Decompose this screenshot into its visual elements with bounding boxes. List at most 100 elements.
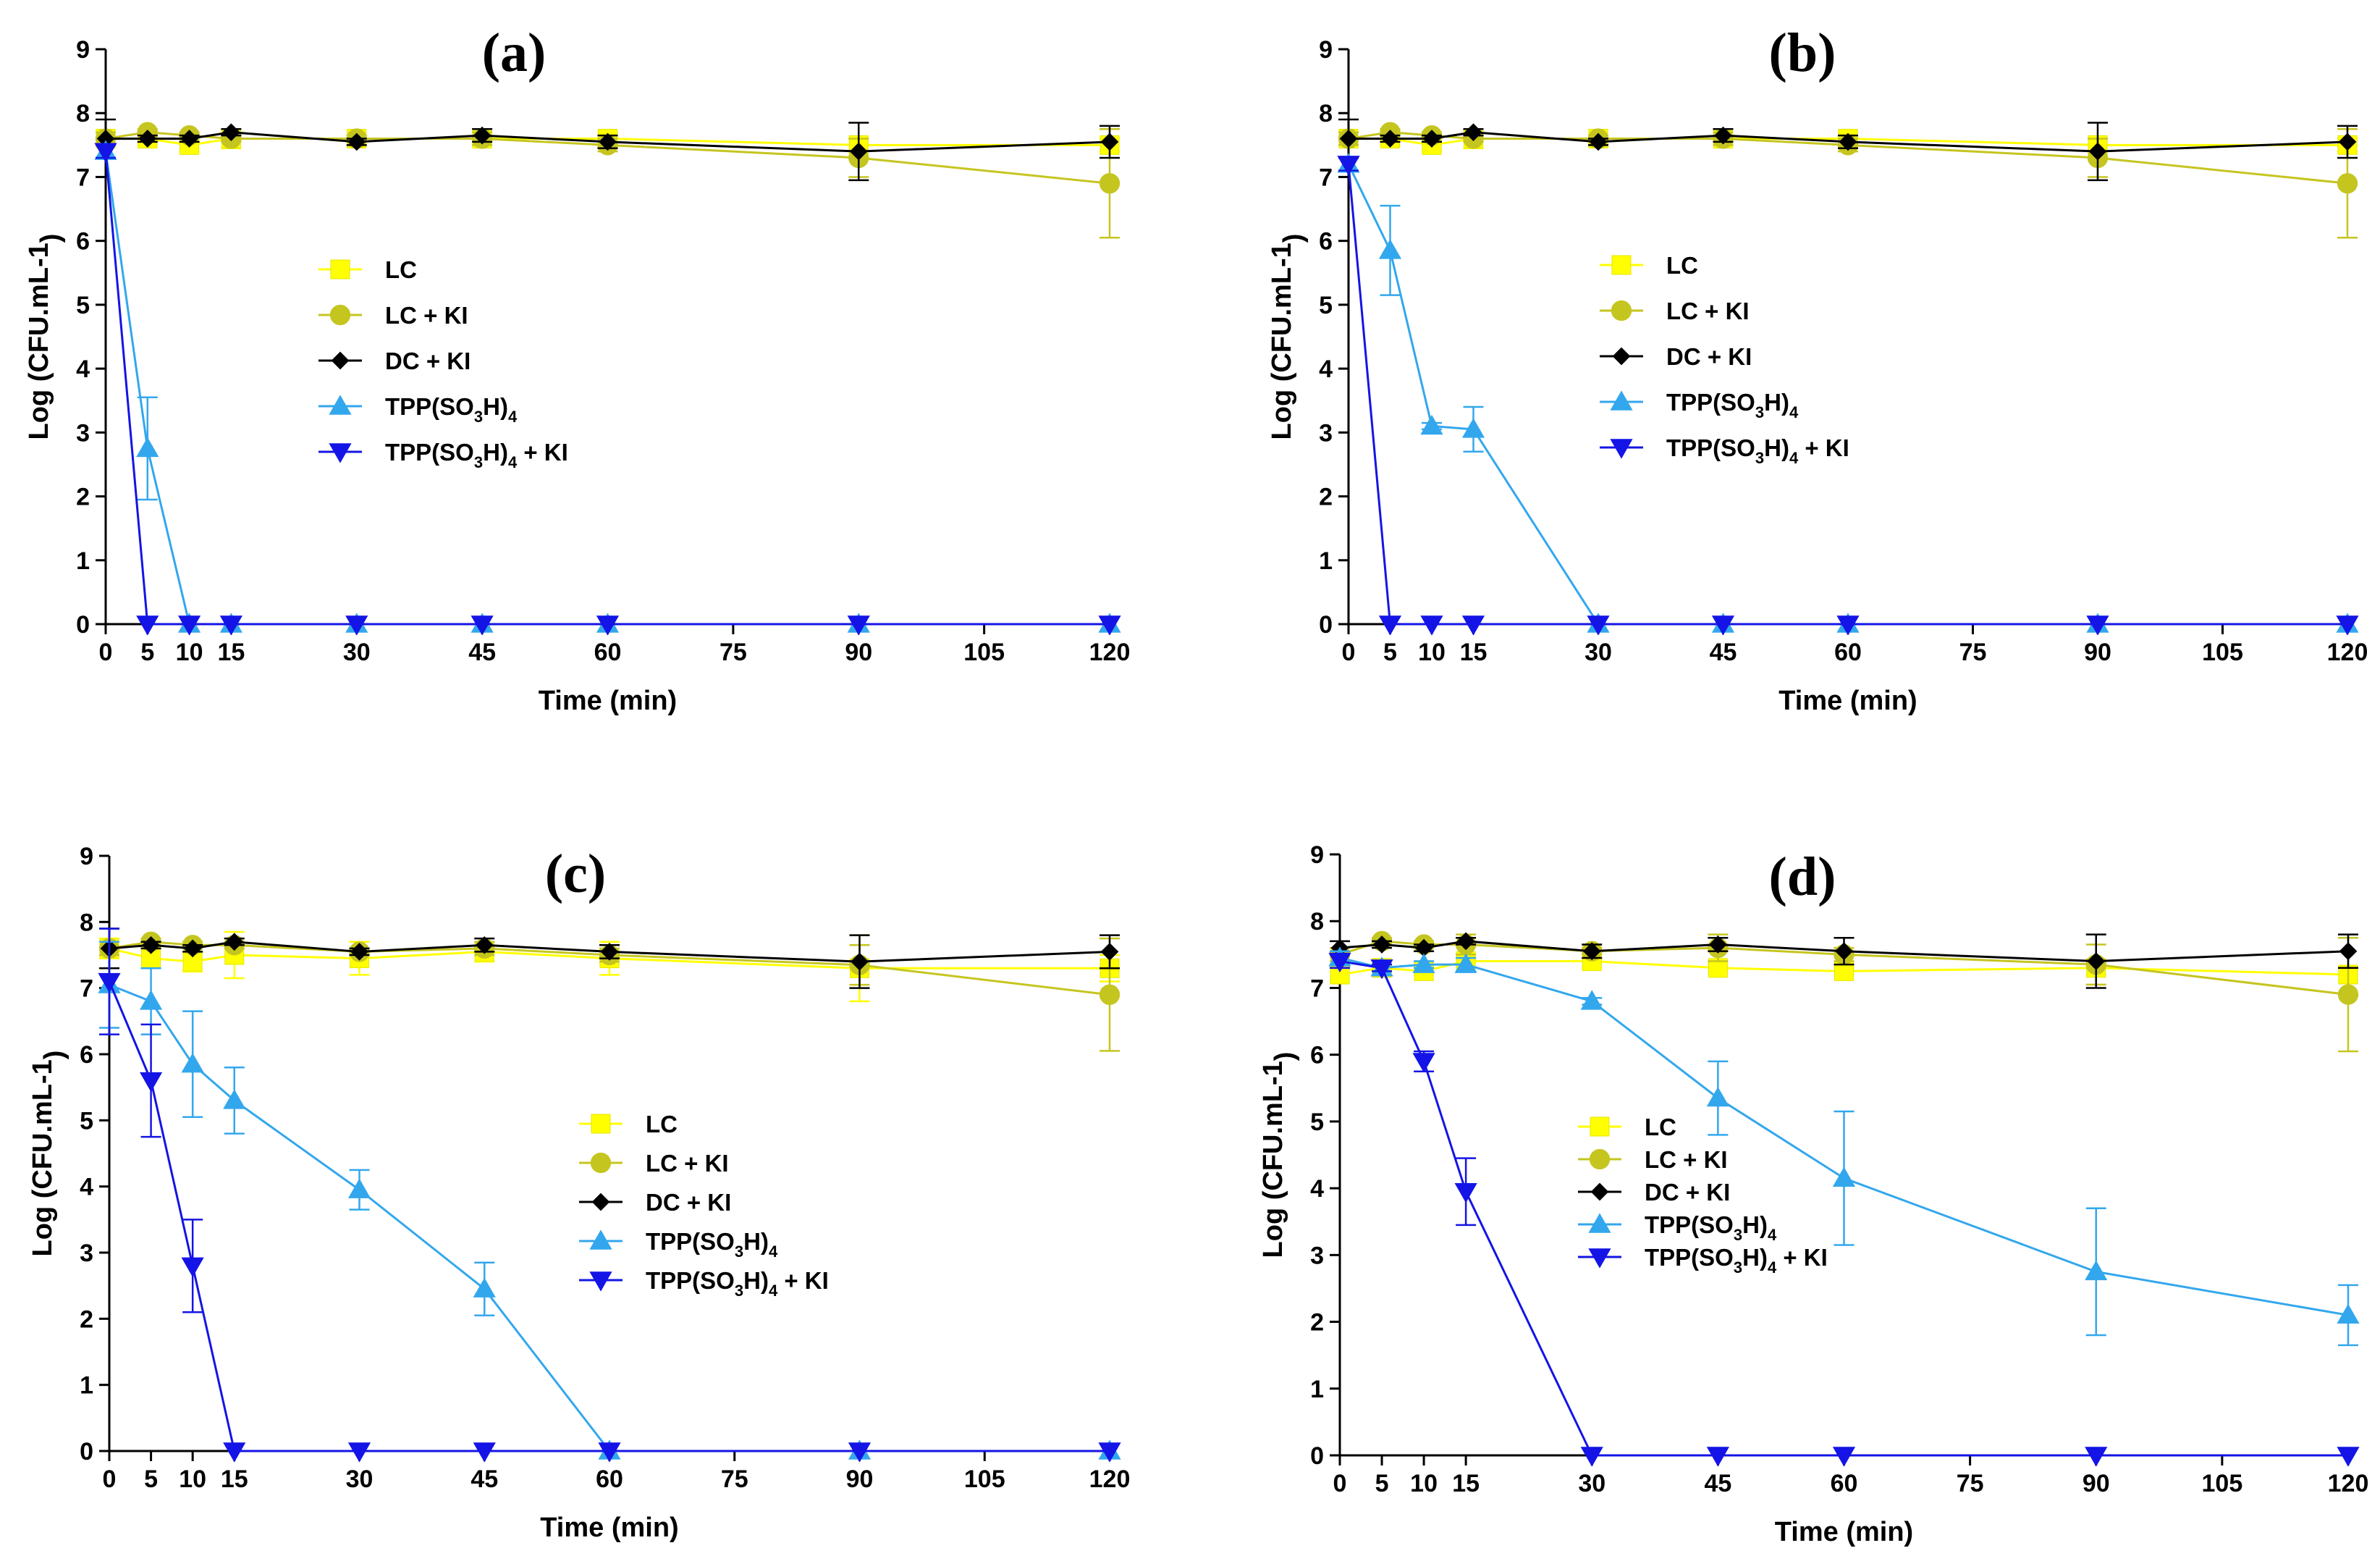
data-point — [138, 130, 157, 148]
data-point — [139, 990, 163, 1010]
series-line — [108, 980, 1110, 1452]
y-tick-label: 5 — [76, 292, 90, 319]
legend-marker — [329, 443, 352, 463]
data-point — [1100, 943, 1119, 961]
legend-marker — [1611, 255, 1632, 275]
data-point — [1372, 935, 1391, 954]
data-point — [847, 615, 870, 636]
x-tick-label: 75 — [1957, 1470, 1984, 1497]
x-tick-label: 5 — [144, 1465, 158, 1493]
x-tick-label: 90 — [846, 1465, 874, 1493]
x-tick-label: 75 — [721, 1465, 748, 1493]
data-point — [180, 130, 198, 148]
data-point — [1709, 935, 1727, 954]
y-tick-label: 7 — [1319, 164, 1333, 191]
data-point — [1711, 615, 1735, 636]
y-tick-label: 8 — [1310, 908, 1324, 935]
data-point — [2337, 173, 2358, 194]
data-point — [1412, 953, 1435, 973]
data-point — [2337, 1303, 2360, 1324]
series-line — [104, 151, 1110, 626]
legend-label: LC — [646, 1111, 678, 1137]
x-tick-label: 5 — [140, 639, 154, 666]
data-point — [1412, 1053, 1435, 1073]
x-tick-label: 10 — [179, 1465, 206, 1493]
y-tick-label: 8 — [1319, 100, 1333, 127]
data-point — [223, 1442, 246, 1463]
y-tick-label: 4 — [80, 1174, 93, 1201]
data-point — [222, 123, 240, 142]
data-point — [1706, 1447, 1729, 1467]
y-tick-label: 3 — [76, 419, 90, 447]
y-tick-label: 8 — [80, 909, 93, 936]
y-tick-label: 9 — [1310, 841, 1324, 869]
data-point — [142, 935, 160, 954]
chart-panel-a: 0 1 2 3 4 5 6 7 8 9 0 5 10 15 30 45 60 75 90 105 120 Time (mi… — [0, 0, 1187, 768]
data-point — [139, 1072, 163, 1093]
data-point — [1337, 156, 1360, 176]
x-tick-label: 120 — [1089, 639, 1131, 666]
x-tick-label: 90 — [845, 639, 872, 666]
legend-label: TPP(SO3H)4 — [646, 1228, 778, 1261]
data-point — [470, 615, 494, 636]
data-point — [851, 952, 869, 971]
x-tick-label: 15 — [1460, 639, 1488, 666]
legend-label: DC + KI — [385, 348, 470, 374]
legend-marker — [589, 1271, 612, 1292]
legend-label: DC + KI — [646, 1189, 731, 1216]
series-line — [109, 983, 1110, 1452]
legend-marker — [1610, 390, 1633, 411]
data-point — [219, 615, 242, 636]
y-tick-label: 9 — [76, 36, 90, 64]
y-tick-label: 5 — [1310, 1109, 1324, 1136]
x-tick-label: 0 — [103, 1465, 117, 1493]
y-axis-title: Log (CFU.mL-1) — [1258, 1052, 1300, 1258]
legend-label: LC + KI — [1645, 1146, 1728, 1173]
legend-label: LC + KI — [1666, 298, 1750, 324]
x-tick-label: 10 — [1410, 1470, 1438, 1497]
y-tick-label: 3 — [80, 1240, 93, 1267]
legend-label: LC — [385, 256, 417, 283]
x-tick-label: 0 — [99, 639, 113, 666]
x-tick-label: 105 — [2202, 639, 2243, 666]
y-tick-label: 5 — [1319, 292, 1333, 319]
legend-marker — [1611, 300, 1632, 321]
y-tick-label: 5 — [80, 1107, 93, 1135]
x-tick-label: 10 — [1418, 639, 1446, 666]
data-point — [136, 615, 159, 636]
legend-label: TPP(SO3H)4 + KI — [385, 439, 568, 471]
data-point — [1582, 942, 1601, 961]
data-point — [345, 615, 368, 636]
x-tick-label: 30 — [346, 1465, 374, 1493]
y-tick-label: 2 — [1310, 1309, 1324, 1337]
data-point — [848, 1442, 872, 1463]
x-tick-label: 75 — [720, 639, 747, 666]
legend-marker — [1610, 439, 1633, 459]
data-point — [1100, 133, 1119, 151]
series-tpp-so3h-4 — [98, 941, 1121, 1460]
legend-label: LC + KI — [646, 1150, 729, 1177]
y-tick-label: 1 — [1319, 547, 1333, 575]
data-point — [181, 1053, 204, 1073]
data-point — [473, 126, 491, 145]
x-tick-label: 45 — [1704, 1470, 1731, 1497]
data-point — [347, 1442, 371, 1463]
x-tick-label: 15 — [221, 1465, 248, 1493]
x-axis-title: Time (min) — [1775, 1517, 1913, 1547]
legend-label: DC + KI — [1645, 1179, 1730, 1206]
panel-title: (a) — [482, 22, 547, 83]
x-tick-label: 15 — [1452, 1470, 1480, 1497]
x-tick-label: 30 — [1578, 1470, 1605, 1497]
data-point — [596, 615, 620, 636]
x-tick-label: 105 — [964, 1465, 1005, 1493]
data-point — [1589, 133, 1608, 151]
data-point — [1461, 418, 1485, 438]
x-tick-label: 90 — [2084, 639, 2111, 666]
x-tick-label: 90 — [2082, 1470, 2110, 1497]
